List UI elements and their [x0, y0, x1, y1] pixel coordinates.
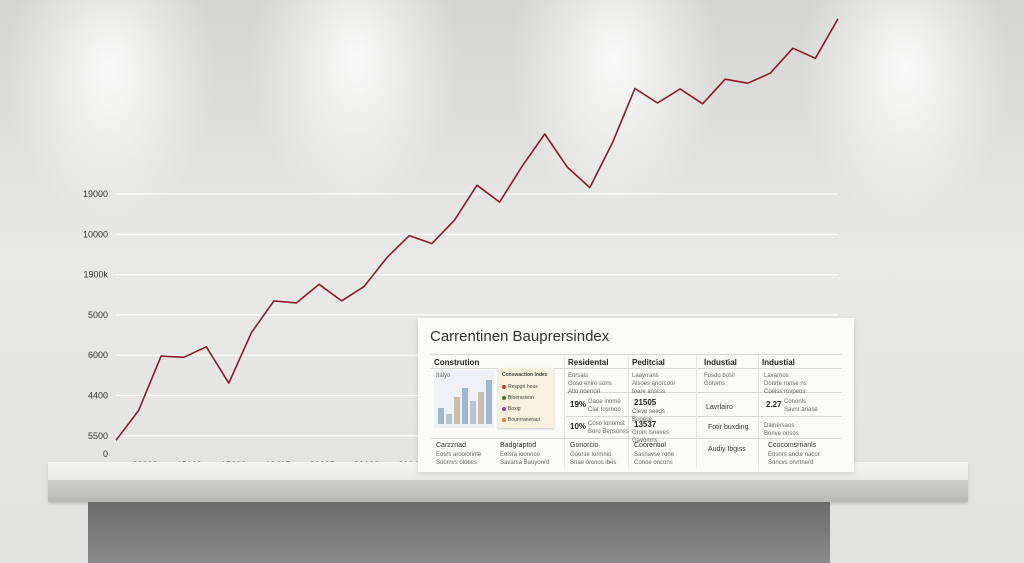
- cell-text: Eosrs arooiorinte Soomvs oloees: [436, 452, 482, 466]
- divider: [564, 356, 565, 468]
- divider: [430, 368, 842, 369]
- cell-heading: Audiy Ibgiss: [708, 446, 746, 453]
- mini-bar: [478, 392, 484, 424]
- divider: [566, 392, 842, 393]
- mini-bar: [438, 408, 444, 424]
- cell-text: Fotir buxding: [708, 424, 749, 431]
- mini-bar-chart: [434, 370, 494, 428]
- y-tick-label: 6000: [88, 350, 108, 360]
- y-tick-label: 10000: [83, 229, 108, 239]
- divider: [758, 356, 759, 468]
- cell-text: Sasnavse rone Conoe oncons: [634, 452, 675, 466]
- legend-item-label: Bounrraneraul: [508, 417, 540, 423]
- shelf-front: [48, 480, 968, 502]
- divider: [566, 416, 842, 417]
- shelf-body: [88, 502, 830, 563]
- legend-item: Bloerssivon: [502, 395, 534, 401]
- cell-value: 21505: [634, 398, 657, 407]
- cell-value: 10%: [570, 422, 587, 431]
- cell-heading: Carzznad: [436, 442, 466, 449]
- legend-dot-icon: [502, 384, 506, 389]
- col-head-industrial-2: Industial: [762, 358, 795, 367]
- legend-item: Boxig: [502, 406, 521, 412]
- cell-heading: Ccocomsrrianls: [768, 442, 817, 449]
- cell-text: Eosnrs ancte nacor Soncvs orvrtnerd: [768, 452, 820, 466]
- legend-note: Conswaction Index Respgrt hous Bloerssiv…: [498, 368, 554, 428]
- cell-heading: Badgraptod: [500, 442, 537, 449]
- legend-title: Conswaction Index: [502, 372, 548, 378]
- divider: [628, 356, 629, 468]
- mini-bar: [486, 380, 492, 424]
- mini-chart-label: Italyo: [436, 373, 451, 379]
- divider: [430, 354, 842, 355]
- col-head-construction: Constrution: [434, 358, 480, 367]
- legend-item-label: Bloerssivon: [508, 395, 534, 401]
- y-tick-label: 0: [103, 449, 108, 459]
- cell-text: Lavrlairo: [706, 404, 733, 411]
- cell-value: 13537: [634, 420, 657, 429]
- col-head-residential: Residental: [568, 358, 609, 367]
- cell-value: 19%: [570, 400, 587, 409]
- legend-item: Bounrraneraul: [502, 417, 540, 423]
- y-tick-label: 4400: [88, 391, 108, 401]
- divider: [430, 438, 842, 439]
- legend-item-label: Boxig: [508, 406, 521, 412]
- series-line: [115, 18, 839, 441]
- cell-text: Coso ionomst Boro Bensonss: [588, 421, 629, 435]
- cell-heading: Gonorcio: [570, 442, 599, 449]
- mini-bar: [470, 401, 476, 424]
- cell-text: Dainersaos Bonve onsos: [764, 423, 799, 437]
- cell-text: Eorsais Goso eniro sons Atlo noenorl: [568, 373, 612, 395]
- cell-heading: Coorentiol: [634, 442, 666, 449]
- cell-text: Cleve seeds Booese: [632, 409, 666, 423]
- y-tick-label: 19000: [83, 189, 108, 199]
- index-card: Carrentinen Bauprersindex Constrution Re…: [418, 318, 854, 472]
- cell-text: Gaoe inome Clar Iosrnoo: [588, 399, 621, 413]
- col-head-political: Peditcial: [632, 358, 665, 367]
- y-tick-label: 5000: [88, 310, 108, 320]
- mini-bar: [462, 388, 468, 424]
- col-head-industrial-1: Industial: [704, 358, 737, 367]
- cell-text: Goorse Iormnio Snae orcnos ibes: [570, 452, 617, 466]
- cell-text: Groin Isneves Gavomns: [632, 430, 670, 444]
- mini-bar: [446, 414, 452, 424]
- cell-text: Cononls Savnr ariase: [784, 399, 818, 413]
- y-axis-ticks: 0 5500 4400 6000 5000 1900k 10000 19000: [83, 189, 109, 459]
- y-tick-label: 5500: [88, 431, 108, 441]
- legend-dot-icon: [502, 395, 506, 400]
- cell-text: Fosdo bosil Gotoms: [704, 373, 735, 387]
- divider: [696, 356, 697, 468]
- legend-item: Respgrt hous: [502, 384, 538, 390]
- cell-value: 2.27: [766, 400, 782, 409]
- y-tick-label: 1900k: [83, 270, 108, 280]
- mini-bar: [454, 397, 460, 424]
- card-title: Carrentinen Bauprersindex: [430, 328, 610, 345]
- cell-text: Laayrrans Alsoes anorcoor foare ansrss: [632, 373, 676, 395]
- legend-item-label: Respgrt hous: [508, 384, 538, 390]
- legend-dot-icon: [502, 417, 506, 422]
- cell-text: Lavarnos Donrte ronse ns Coeiss rovpeos: [764, 373, 807, 395]
- cell-text: Eolsra ioonnoo Savarsa Bauyonrd: [500, 452, 550, 466]
- legend-dot-icon: [502, 406, 506, 411]
